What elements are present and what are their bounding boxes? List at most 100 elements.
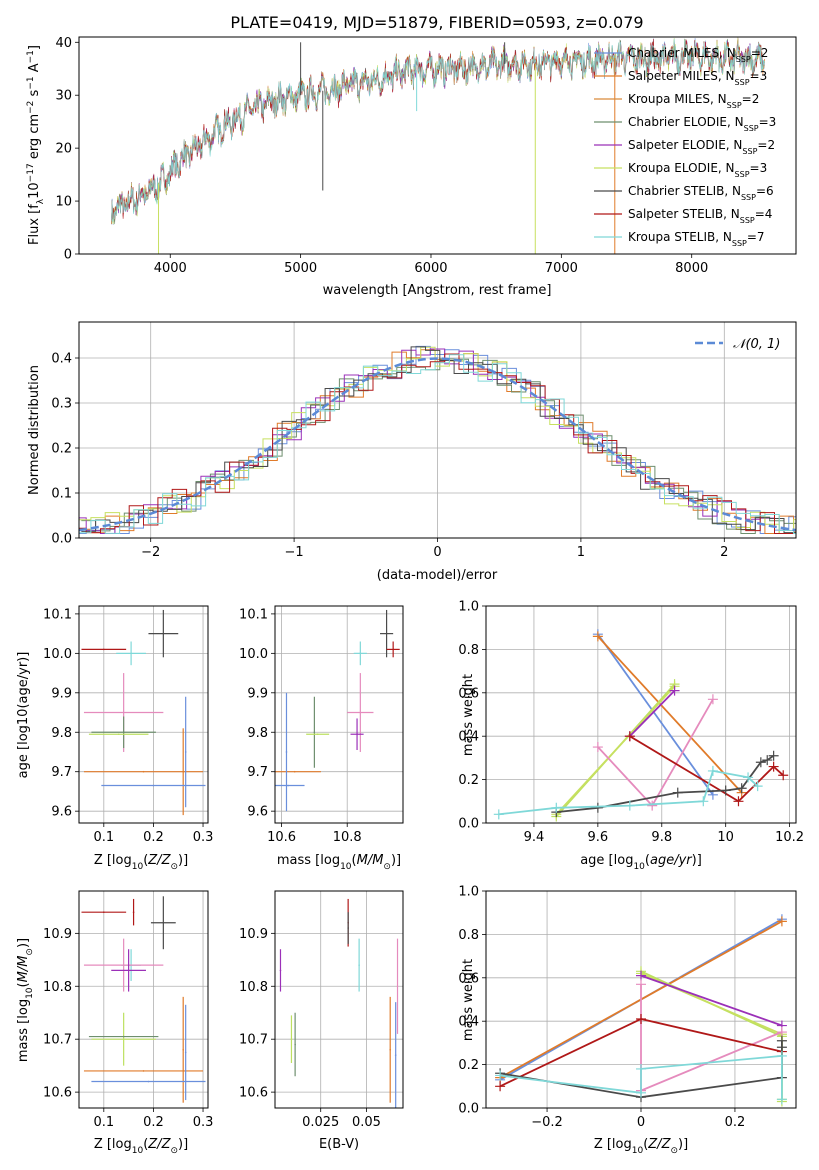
legend-entry-count: =3 (759, 115, 777, 129)
x-tick-label: −0.2 (531, 1115, 563, 1130)
weight-marker (776, 1094, 787, 1105)
axes-frame (485, 605, 797, 824)
data-point (293, 770, 296, 773)
y-tick-label: 9.7 (51, 765, 72, 780)
x-tick-label: 0.1 (93, 1115, 114, 1130)
x-axis-label: mass [log10(M/M⊙)] (277, 853, 401, 872)
y-tick-label: 0.8 (458, 928, 479, 943)
x-tick-label: −2 (141, 545, 160, 560)
data-point (122, 964, 125, 966)
y-tick-label: 0.3 (51, 397, 72, 412)
weight-marker (636, 1087, 646, 1098)
y-tick-label: 0.4 (458, 730, 479, 745)
histogram-salpeter_stelib (79, 353, 796, 534)
x-axis-label-part: Z/Z (647, 1137, 671, 1152)
data-point (359, 652, 362, 655)
y-axis-label-part: 10 (27, 182, 42, 199)
weight-marker (698, 796, 709, 807)
plot-area-age_vs_z (81, 609, 206, 816)
weight-marker (495, 1070, 506, 1081)
weight-marker (752, 781, 763, 792)
data-point (359, 711, 362, 714)
x-tick-label: 10.2 (775, 830, 804, 845)
data-point (184, 751, 187, 753)
data-point (358, 964, 360, 966)
y-tick-label: 0.2 (458, 1058, 479, 1073)
y-axis-label-part: 10 (25, 987, 35, 999)
y-axis-label-part: −2 (26, 101, 36, 114)
legend-entry-count: =2 (757, 138, 775, 152)
y-tick-label: 0.4 (51, 352, 72, 367)
y-tick-label: 9.8 (51, 726, 72, 741)
y-tick-label: 10.8 (43, 980, 72, 995)
y-tick-label: 9.7 (247, 765, 268, 780)
weight-line-kroupa_stelib (498, 769, 759, 816)
data-point (392, 648, 394, 651)
y-tick-label: 9.9 (247, 686, 268, 701)
x-axis-label-part: age/yr (650, 853, 693, 868)
legend-entry: Salpeter MILES, NSSP=3 (628, 69, 767, 87)
x-axis-label-part: ( (143, 853, 148, 868)
weight-marker (743, 772, 754, 783)
x-tick-label: 0.1 (93, 830, 114, 845)
legend-entry-name: Kroupa MILES, N (628, 92, 727, 106)
data-point (130, 652, 132, 655)
y-tick-label: 9.8 (247, 726, 268, 741)
legend-entry-name: Salpeter MILES, N (628, 69, 735, 83)
x-tick-label: −1 (285, 545, 304, 560)
weight-line-salpeter_miles (597, 635, 743, 794)
x-tick-label: 8000 (675, 261, 708, 276)
y-tick-label: 10.9 (43, 927, 72, 942)
x-tick-label: 0.2 (725, 1115, 746, 1130)
y-axis-label-part: Flux [f (27, 204, 42, 245)
legend-entry: Salpeter ELODIE, NSSP=2 (628, 138, 775, 156)
spectrum-line-8 (111, 38, 765, 223)
x-axis-label-part: 10 (632, 1146, 644, 1156)
x-axis-label-part: mass [log (277, 853, 340, 868)
x-tick-label: 7000 (545, 261, 578, 276)
figure-title: PLATE=0419, MJD=51879, FIBERID=0593, z=0… (230, 13, 643, 32)
legend-entry-sub: SSP (741, 193, 756, 202)
x-tick-label: 5000 (284, 261, 317, 276)
plot-area-mass_vs_ebv (279, 898, 399, 1108)
weight-line-salpeter_elodie (629, 689, 676, 737)
data-point (127, 969, 130, 972)
legend-entry: 𝒩(0, 1) (733, 337, 780, 352)
y-axis-label-part: ( (16, 703, 31, 708)
y-axis-label: Normed distribution (27, 365, 42, 495)
legend-entry-count: =3 (750, 161, 768, 175)
y-axis-label-part: age [log (16, 725, 31, 778)
y-axis-label-part: erg cm (27, 114, 42, 163)
y-axis-label: mass weight (461, 674, 476, 756)
data-point (182, 770, 184, 773)
y-tick-label: 40 (55, 36, 72, 51)
y-tick-label: 10.1 (43, 607, 72, 622)
legend-entry: Kroupa ELODIE, NSSP=3 (628, 161, 767, 179)
x-tick-label: 0.3 (193, 1115, 214, 1130)
y-axis-label: age [log10(age/yr)] (16, 652, 31, 779)
y-tick-label: 30 (55, 89, 72, 104)
plot-area-mass_vs_z (81, 896, 206, 1103)
weight-marker (776, 916, 787, 927)
y-tick-label: 10.7 (239, 1033, 268, 1048)
x-tick-label: 4000 (154, 261, 187, 276)
x-axis-label-part: M/M (357, 853, 384, 868)
y-axis-label-part: mass [log (16, 999, 31, 1062)
plot-area-age_vs_mass (275, 609, 400, 812)
weight-marker (776, 1035, 787, 1046)
legend-entry-sub: SSP (744, 124, 759, 133)
axes-spectrum: 4000 5000 6000 7000 8000 0 10 20 30 40 Chabrier MI… (26, 36, 797, 298)
x-tick-label: 1 (577, 545, 585, 560)
legend-entry-name: Chabrier MILES, N (628, 46, 736, 60)
data-point (347, 927, 349, 929)
y-tick-label: 10.6 (43, 1086, 72, 1101)
x-tick-label: 9.8 (651, 830, 672, 845)
weight-marker (624, 731, 635, 742)
x-axis-label-part: 10 (132, 1146, 144, 1156)
legend-entry: Chabrier MILES, NSSP=2 (628, 46, 768, 64)
weight-marker (636, 970, 646, 981)
weight-marker (636, 1014, 646, 1025)
legend-entry: Kroupa MILES, NSSP=2 (628, 92, 759, 110)
x-axis-label-part: ⊙ (170, 862, 178, 872)
legend-entry-name: Chabrier STELIB, N (628, 184, 741, 198)
